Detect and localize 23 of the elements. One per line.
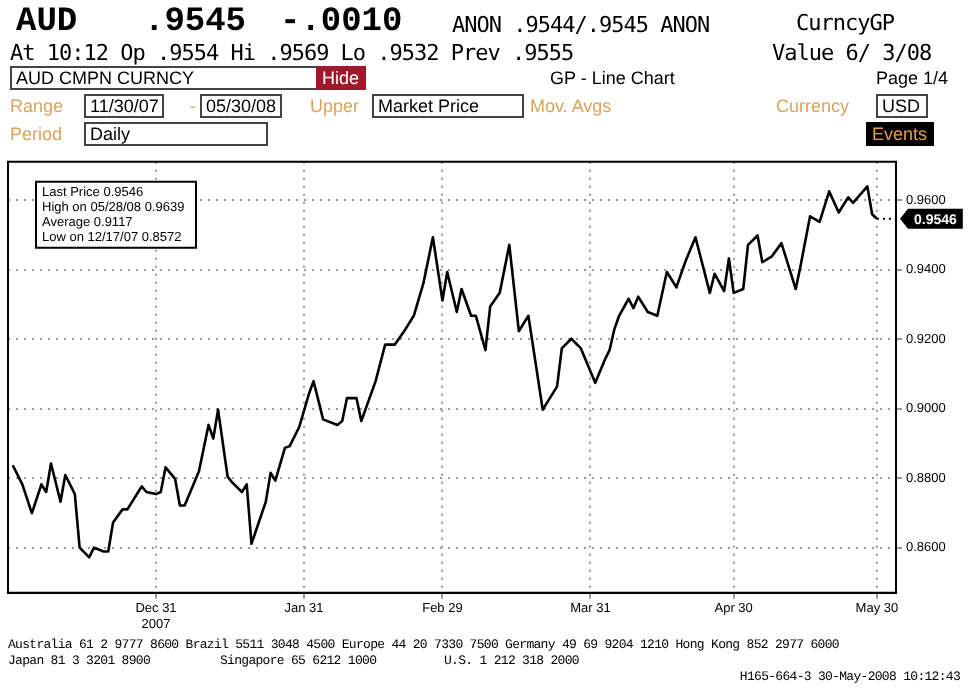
text: Period	[10, 124, 63, 144]
text: Daily	[84, 122, 268, 146]
text: Range	[10, 96, 64, 116]
text: 05/30/08	[200, 94, 283, 118]
text: Page 1/4	[876, 68, 949, 88]
text: Currency	[776, 96, 850, 116]
text: 11/30/07	[84, 94, 165, 118]
text: Market Price	[372, 94, 524, 118]
text: CurncyGP	[796, 10, 894, 36]
text: GP - Line Chart	[550, 68, 675, 88]
text: Hide	[316, 66, 366, 90]
text: Value 6/ 3/08	[772, 40, 932, 66]
text: At 10:12 Op .9554 Hi .9569 Lo .9532 Prev .9555	[10, 40, 574, 66]
text: .9545	[144, 4, 247, 42]
text: Events	[866, 122, 934, 146]
text: Mov. Avgs	[530, 96, 612, 116]
text: ANON .9544/.9545 ANON	[452, 12, 710, 38]
text: AUD CMPN CURNCY	[10, 66, 318, 90]
text: -.0010	[280, 4, 403, 42]
chart-title: AUD	[16, 4, 78, 42]
text: Upper	[310, 96, 360, 116]
text: -	[190, 96, 196, 116]
text: USD	[876, 94, 928, 118]
